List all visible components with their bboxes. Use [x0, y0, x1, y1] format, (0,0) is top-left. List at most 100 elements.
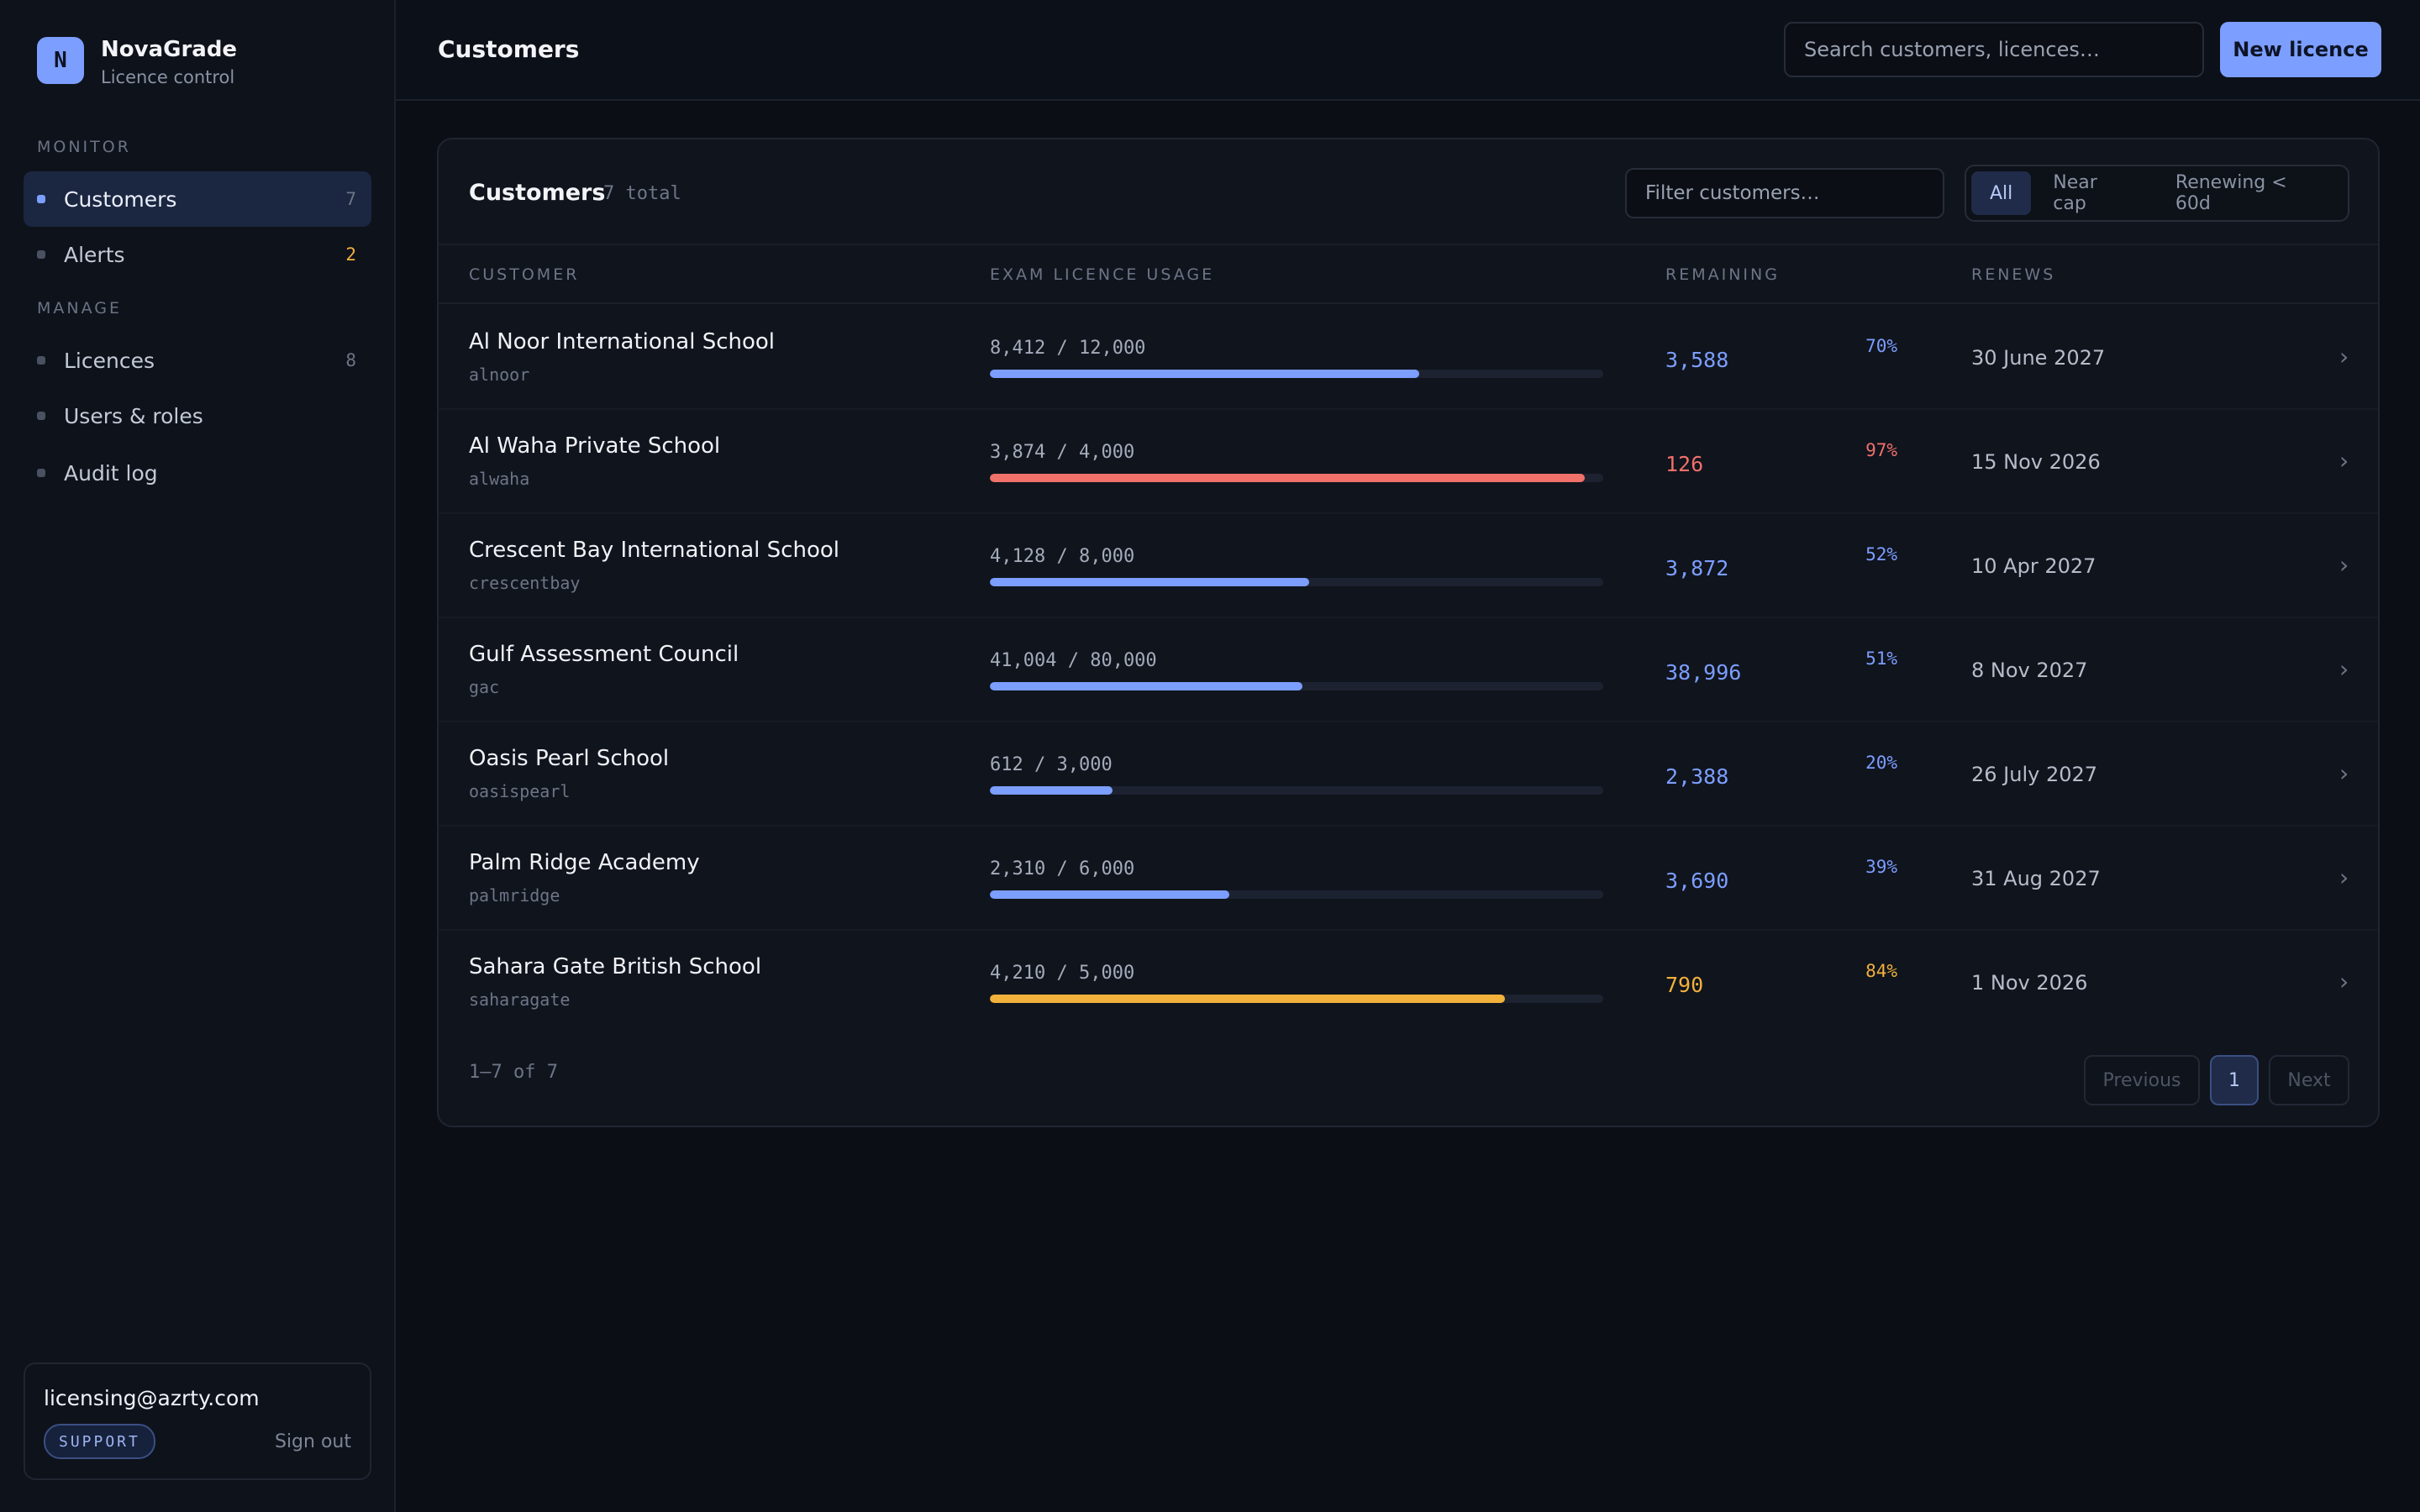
- remaining-value: 790: [1665, 973, 1704, 997]
- sign-out-link[interactable]: Sign out: [274, 1431, 351, 1452]
- usage-bar: [990, 474, 1603, 482]
- card-header: Customers 7 total All Near cap Renewing …: [439, 139, 2378, 245]
- customer-name: Oasis Pearl School: [469, 746, 670, 771]
- user-email: licensing@azrty.com: [44, 1386, 260, 1410]
- usage-bar: [990, 890, 1603, 899]
- usage-bar-fill: [990, 474, 1586, 482]
- previous-page-button[interactable]: Previous: [2084, 1055, 2200, 1105]
- table-row[interactable]: Palm Ridge Academy palmridge 2,310 / 6,000…: [439, 827, 2378, 931]
- sidebar-item-label: Users & roles: [64, 403, 203, 428]
- sidebar-item-label: Customers: [64, 186, 177, 212]
- table-row[interactable]: Gulf Assessment Council gac 41,004 / 80,00…: [439, 618, 2378, 722]
- pagination-info: 1–7 of 7: [469, 1062, 558, 1083]
- role-badge: SUPPORT: [44, 1424, 155, 1459]
- column-header-remaining: REMAINING: [1665, 265, 1780, 284]
- remaining-value: 3,872: [1665, 556, 1729, 580]
- sidebar-item-users-roles[interactable]: Users & roles: [24, 388, 371, 444]
- user-row: SUPPORT Sign out: [44, 1424, 351, 1459]
- table-header: CUSTOMER EXAM LICENCE USAGE REMAINING RE…: [439, 245, 2378, 304]
- usage-count: 4,210 / 5,000: [990, 963, 1135, 984]
- chevron-right-icon[interactable]: ›: [2339, 447, 2349, 475]
- remaining-value: 38,996: [1665, 660, 1742, 685]
- brand-subtitle: Licence control: [101, 67, 235, 87]
- customers-card: Customers 7 total All Near cap Renewing …: [437, 138, 2380, 1127]
- sidebar-item-audit-log[interactable]: Audit log: [24, 445, 371, 501]
- brand: N NovaGrade Licence control: [37, 37, 237, 87]
- brand-text: NovaGrade Licence control: [101, 37, 237, 87]
- table-row[interactable]: Al Waha Private School alwaha 3,874 / 4,00…: [439, 410, 2378, 514]
- table-row[interactable]: Al Noor International School alnoor 8,412 …: [439, 306, 2378, 410]
- customer-slug: alwaha: [469, 469, 530, 489]
- renewal-date: 15 Nov 2026: [1971, 450, 2101, 474]
- new-licence-button[interactable]: New licence: [2220, 22, 2381, 77]
- customer-slug: gac: [469, 677, 500, 697]
- customer-name: Crescent Bay International School: [469, 538, 839, 563]
- next-page-button[interactable]: Next: [2269, 1055, 2349, 1105]
- usage-bar-fill: [990, 786, 1113, 795]
- usage-count: 4,128 / 8,000: [990, 546, 1135, 567]
- chevron-right-icon[interactable]: ›: [2339, 551, 2349, 579]
- remaining-value: 3,588: [1665, 348, 1729, 372]
- segment-all[interactable]: All: [1971, 171, 2032, 215]
- renewal-date: 31 Aug 2027: [1971, 867, 2101, 890]
- usage-bar: [990, 995, 1603, 1003]
- customer-name: Sahara Gate British School: [469, 954, 762, 979]
- customer-slug: alnoor: [469, 365, 530, 385]
- segment-near-cap[interactable]: Near cap: [2053, 172, 2097, 214]
- renewal-date: 30 June 2027: [1971, 346, 2106, 370]
- nav-dot: [37, 250, 45, 259]
- usage-bar: [990, 370, 1603, 378]
- renewal-date: 1 Nov 2026: [1971, 971, 2088, 995]
- chevron-right-icon[interactable]: ›: [2339, 343, 2349, 370]
- table-row[interactable]: Crescent Bay International School crescen…: [439, 514, 2378, 618]
- table-row[interactable]: Oasis Pearl School oasispearl 612 / 3,000 2…: [439, 722, 2378, 827]
- customer-slug: saharagate: [469, 990, 571, 1010]
- usage-percent: 39%: [1865, 857, 1897, 877]
- sidebar-item-alerts[interactable]: Alerts 2: [24, 227, 371, 282]
- filter-customers-input[interactable]: [1625, 168, 1944, 218]
- chevron-right-icon[interactable]: ›: [2339, 655, 2349, 683]
- usage-percent: 52%: [1865, 544, 1897, 564]
- customer-name: Al Noor International School: [469, 329, 776, 354]
- chevron-right-icon[interactable]: ›: [2339, 759, 2349, 787]
- card-title: Customers: [469, 180, 606, 206]
- sidebar-item-label: Licences: [64, 348, 155, 373]
- renewal-date: 8 Nov 2027: [1971, 659, 2088, 682]
- usage-count: 8,412 / 12,000: [990, 338, 1146, 359]
- usage-bar-fill: [990, 995, 1506, 1003]
- search-input[interactable]: [1784, 22, 2204, 77]
- chevron-right-icon[interactable]: ›: [2339, 968, 2349, 995]
- brand-logo: N: [37, 37, 84, 84]
- nav-section-monitor: MONITOR: [37, 138, 131, 156]
- sidebar-item-count: 7: [345, 189, 356, 209]
- nav-dot: [37, 412, 45, 420]
- sidebar-item-label: Alerts: [64, 242, 125, 267]
- usage-count: 2,310 / 6,000: [990, 858, 1135, 879]
- page-1-button[interactable]: 1: [2210, 1055, 2259, 1105]
- usage-percent: 20%: [1865, 753, 1897, 773]
- sidebar-item-licences[interactable]: Licences 8: [24, 333, 371, 388]
- table-row[interactable]: Sahara Gate British School saharagate 4,21…: [439, 931, 2378, 1035]
- filter-segmented-control: All Near cap Renewing < 60d: [1965, 165, 2349, 222]
- chevron-right-icon[interactable]: ›: [2339, 864, 2349, 891]
- usage-percent: 51%: [1865, 648, 1897, 669]
- customer-name: Gulf Assessment Council: [469, 642, 739, 667]
- remaining-value: 2,388: [1665, 764, 1729, 789]
- user-card: licensing@azrty.com SUPPORT Sign out: [24, 1362, 371, 1480]
- top-bar: Customers New licence: [396, 0, 2420, 101]
- column-header-customer: CUSTOMER: [469, 265, 580, 284]
- usage-bar-fill: [990, 890, 1229, 899]
- customer-slug: crescentbay: [469, 573, 581, 593]
- sidebar-item-customers[interactable]: Customers 7: [24, 171, 371, 227]
- renewal-date: 26 July 2027: [1971, 763, 2098, 786]
- usage-percent: 84%: [1865, 961, 1897, 981]
- usage-count: 41,004 / 80,000: [990, 650, 1157, 671]
- sidebar: N NovaGrade Licence control MONITOR Cust…: [0, 0, 396, 1512]
- sidebar-item-count: 2: [345, 244, 356, 265]
- customer-total: 7 total: [603, 183, 681, 204]
- sidebar-item-count: 8: [345, 350, 356, 370]
- segment-renewing[interactable]: Renewing < 60d: [2175, 172, 2287, 214]
- usage-bar-fill: [990, 370, 1419, 378]
- sidebar-item-label: Audit log: [64, 460, 158, 486]
- page-title: Customers: [438, 35, 580, 63]
